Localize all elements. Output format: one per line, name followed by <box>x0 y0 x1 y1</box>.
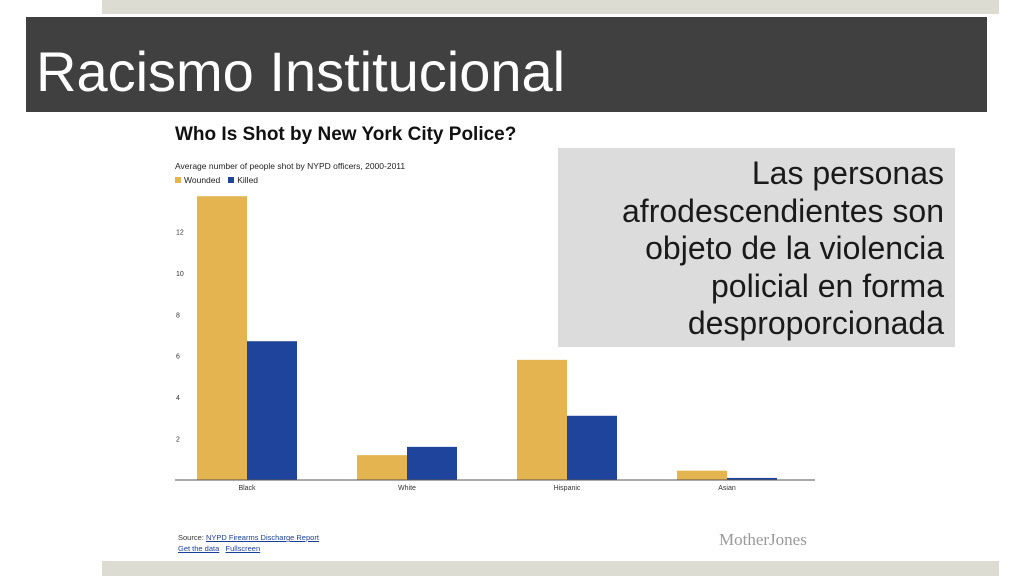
legend-label-wounded: Wounded <box>184 175 221 185</box>
callout-box: Las personas afrodescendientes son objet… <box>558 148 955 347</box>
legend-item-killed: Killed <box>228 175 258 185</box>
bottom-decor-band <box>102 561 999 576</box>
legend-swatch-wounded <box>175 177 181 183</box>
legend-swatch-killed <box>228 177 235 183</box>
x-tick-label: Asian <box>718 485 736 492</box>
top-decor-band <box>102 0 999 14</box>
bar-wounded-asian <box>677 470 727 480</box>
bar-wounded-black <box>197 196 247 480</box>
legend-label-killed: Killed <box>237 175 259 185</box>
x-tick-label: Black <box>238 485 256 492</box>
mother-jones-logo: MotherJones <box>719 530 807 549</box>
bar-killed-hispanic <box>567 415 617 480</box>
chart-source: Source: NYPD Firearms Discharge Report <box>178 533 319 542</box>
chart-links: Get the data Fullscreen <box>178 544 260 553</box>
title-bar <box>26 17 987 112</box>
source-label: Source: <box>178 533 204 542</box>
get-data-link[interactable]: Get the data <box>178 544 220 553</box>
x-tick-label: White <box>398 485 416 492</box>
chart-legend: Wounded Killed <box>175 175 258 185</box>
chart-subtitle: Average number of people shot by NYPD of… <box>175 161 406 171</box>
y-tick-label: 6 <box>176 354 180 361</box>
y-tick-label: 2 <box>176 437 180 444</box>
x-tick-label: Hispanic <box>554 485 581 492</box>
callout-text: Las personas afrodescendientes son objet… <box>622 155 944 341</box>
y-tick-label: 10 <box>176 271 184 278</box>
chart-title: Who Is Shot by New York City Police? <box>175 124 517 145</box>
bar-wounded-white <box>357 455 407 480</box>
legend-item-wounded: Wounded <box>175 175 220 185</box>
bar-killed-asian <box>727 477 777 480</box>
source-link[interactable]: NYPD Firearms Discharge Report <box>205 533 319 542</box>
y-tick-label: 12 <box>176 229 184 236</box>
fullscreen-link[interactable]: Fullscreen <box>225 544 261 553</box>
y-tick-label: 8 <box>176 312 180 319</box>
bar-killed-white <box>407 446 457 480</box>
bar-wounded-hispanic <box>517 359 567 480</box>
slide-title: Racismo Institucional <box>36 40 566 103</box>
bar-killed-black <box>247 341 297 480</box>
y-tick-label: 4 <box>176 395 180 402</box>
